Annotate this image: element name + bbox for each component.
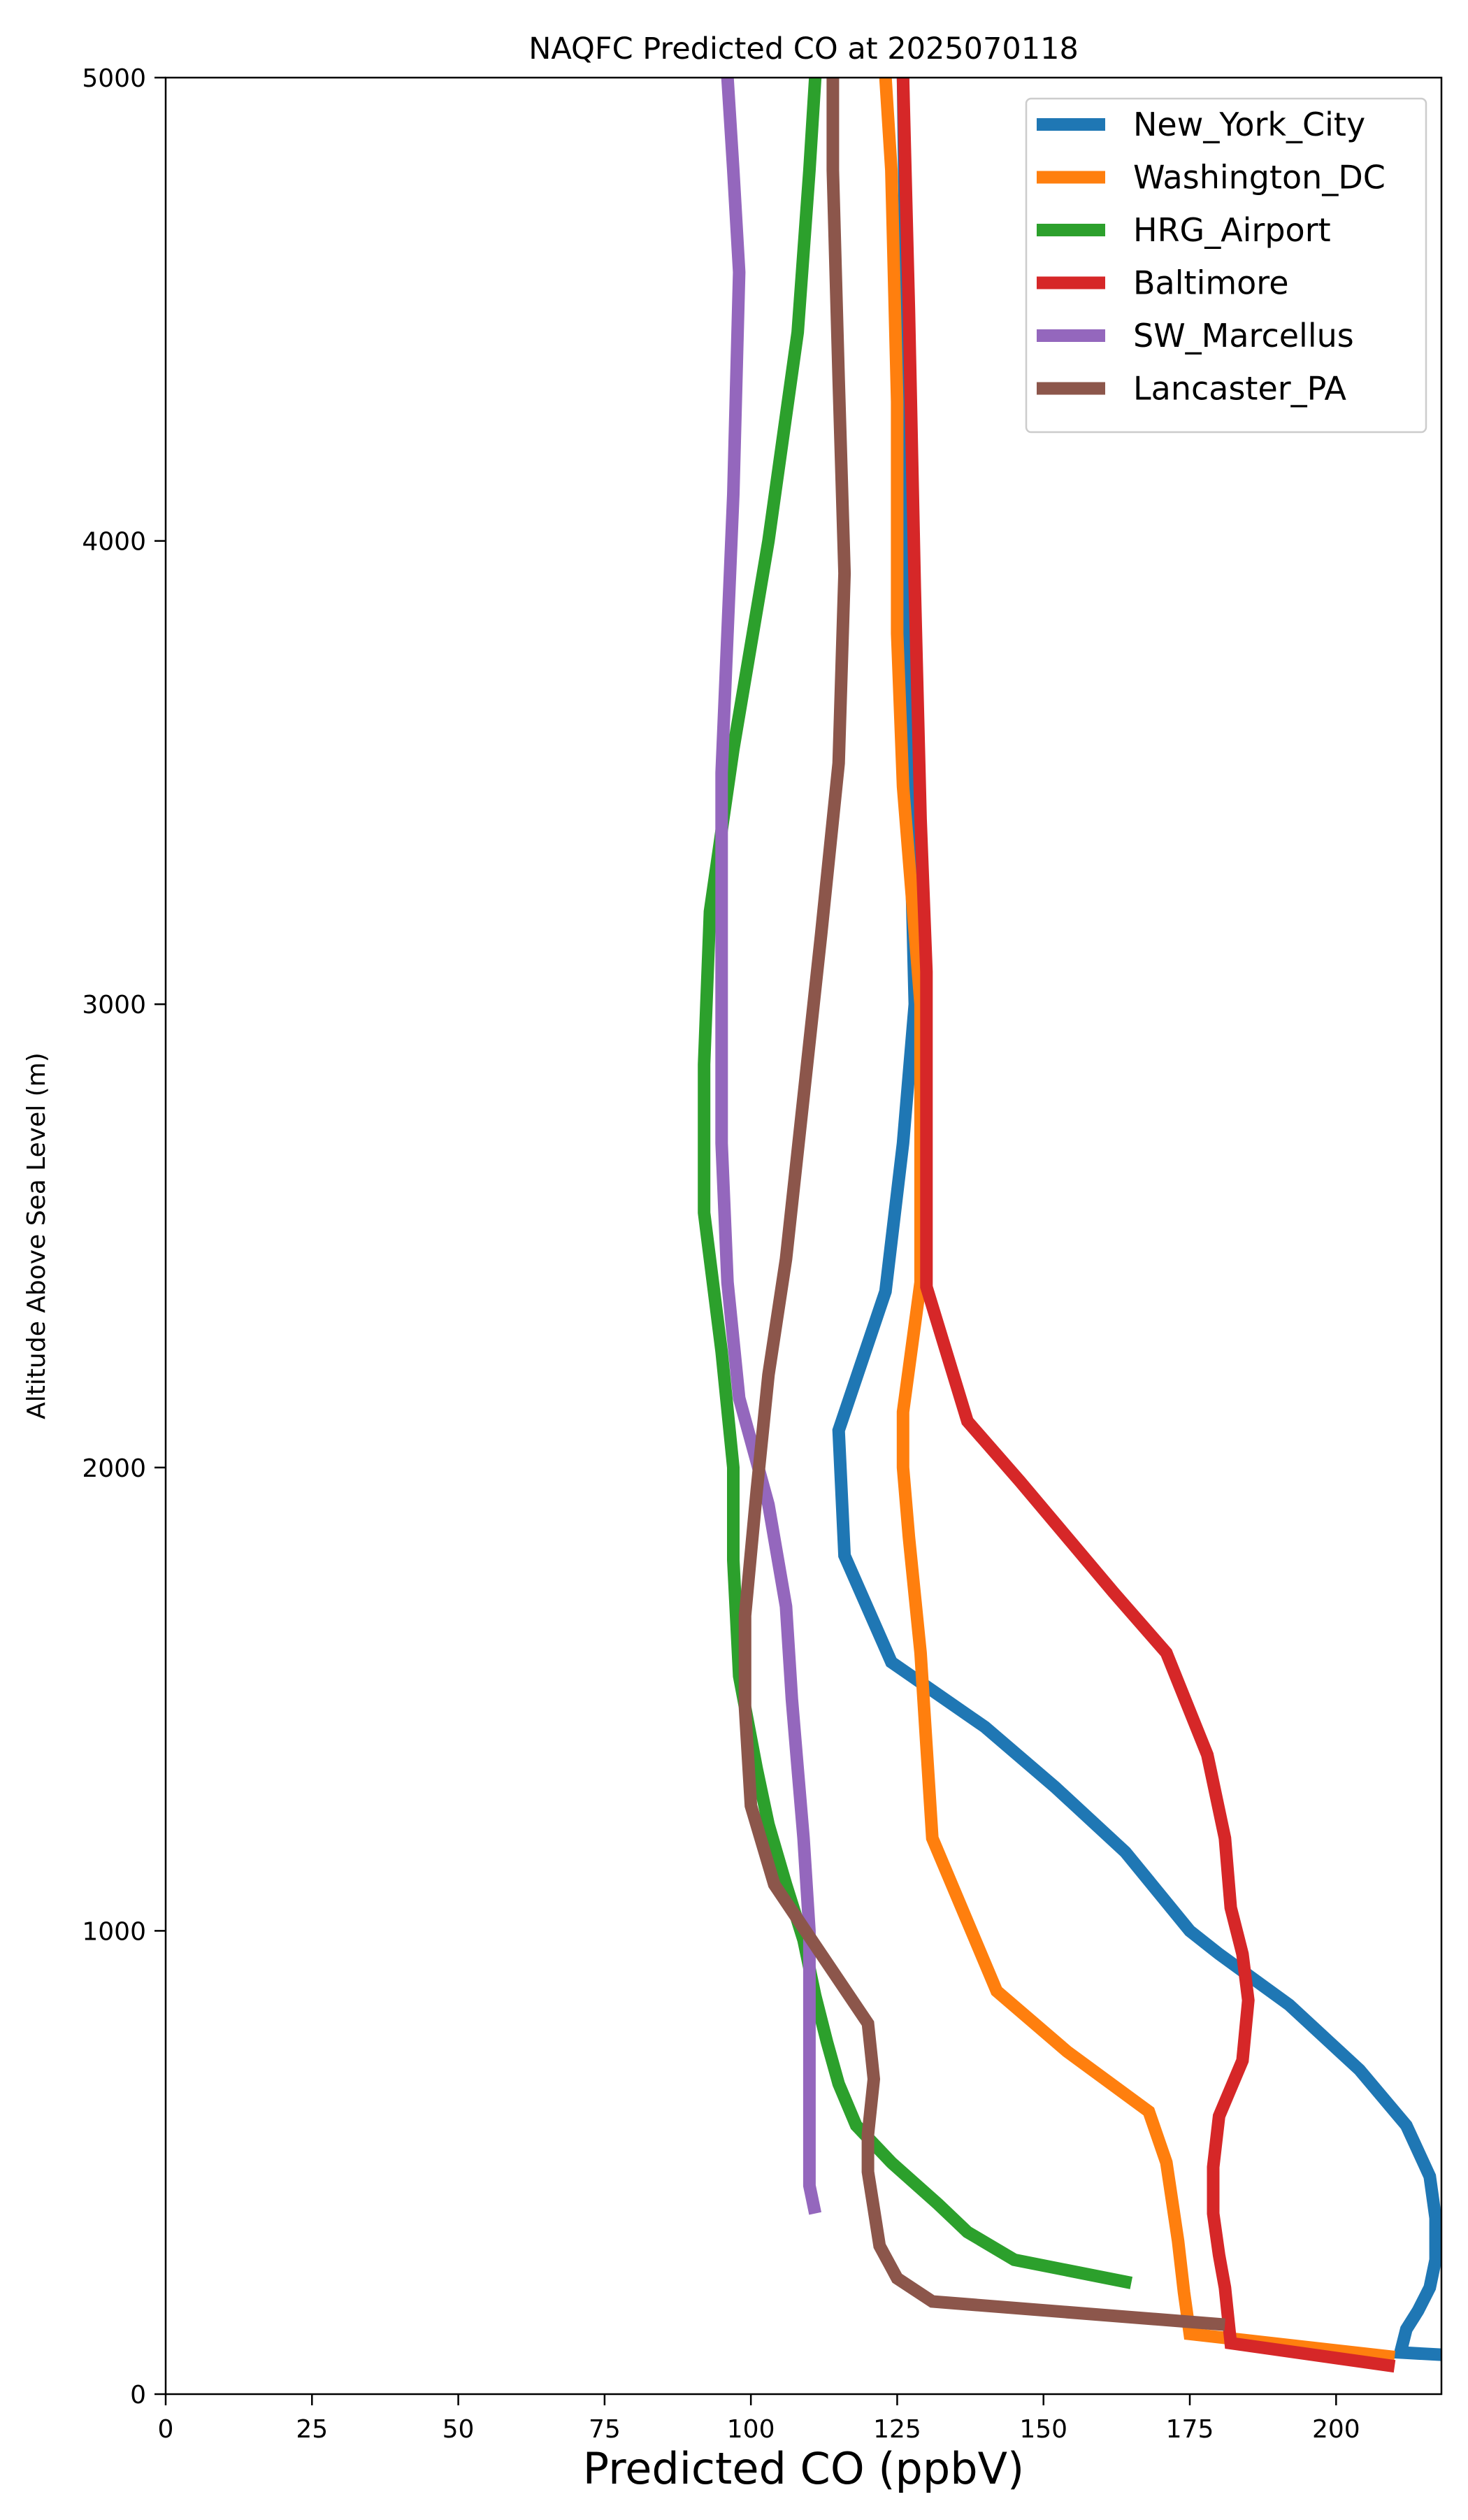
legend-label-hrg-airport: HRG_Airport [1133,211,1331,249]
legend-label-lancaster-pa: Lancaster_PA [1133,370,1346,408]
series-line-washington-dc [879,78,1396,2363]
series-line-sw-marcellus [715,78,822,2215]
x-tick-label: 100 [727,2415,775,2444]
y-tick-label: 1000 [82,1917,146,1946]
x-tick-label: 125 [873,2415,921,2444]
chart-title: NAQFC Predicted CO at 2025070118 [528,31,1079,66]
x-axis-label: Predicted CO (ppbV) [583,2443,1024,2494]
y-tick-label: 2000 [82,1454,146,1483]
chart-legend: New_York_City Washington_DC HRG_Airport Bal… [1025,97,1427,434]
x-tick-label: 0 [158,2415,174,2444]
legend-label-new-york-city: New_York_City [1133,106,1365,143]
x-tick-label: 25 [296,2415,328,2444]
y-tick-label: 0 [130,2381,146,2410]
x-tick-label: 200 [1312,2415,1360,2444]
series-line-baltimore [896,78,1396,2373]
series-line-hrg-airport [698,78,1133,2289]
y-tick-label: 4000 [82,528,146,557]
legend-box [1025,97,1427,434]
plot-area-frame [164,76,1443,2396]
y-tick-label: 3000 [82,991,146,1019]
x-tick-label: 50 [442,2415,475,2444]
y-axis-label: Altitude Above Sea Level (m) [22,1052,51,1419]
y-tick-label: 5000 [82,64,146,93]
x-tick-label: 75 [589,2415,621,2444]
series-line-new-york-city [832,78,1441,2361]
series-line-lancaster-pa [738,78,1226,2331]
legend-label-sw-marcellus: SW_Marcellus [1133,317,1354,355]
x-tick-label: 150 [1019,2415,1067,2444]
axis-ticks-group: 0 25 50 75 100 125 150 175 200010002000300040005… [82,64,1360,2444]
x-tick-label: 175 [1166,2415,1214,2444]
series-lines-group [698,78,1441,2373]
legend-label-washington-dc: Washington_DC [1133,159,1386,196]
legend-label-baltimore: Baltimore [1133,264,1289,302]
